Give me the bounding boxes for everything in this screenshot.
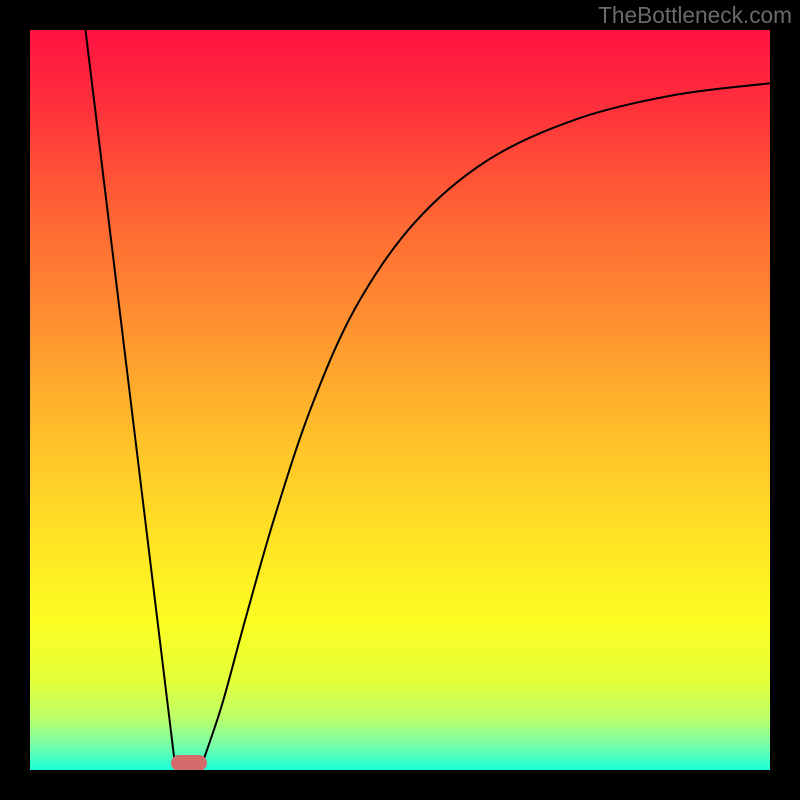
watermark-text: TheBottleneck.com	[598, 2, 792, 29]
chart-curve	[30, 30, 770, 770]
plot-area	[30, 30, 770, 770]
min-marker	[171, 755, 207, 770]
